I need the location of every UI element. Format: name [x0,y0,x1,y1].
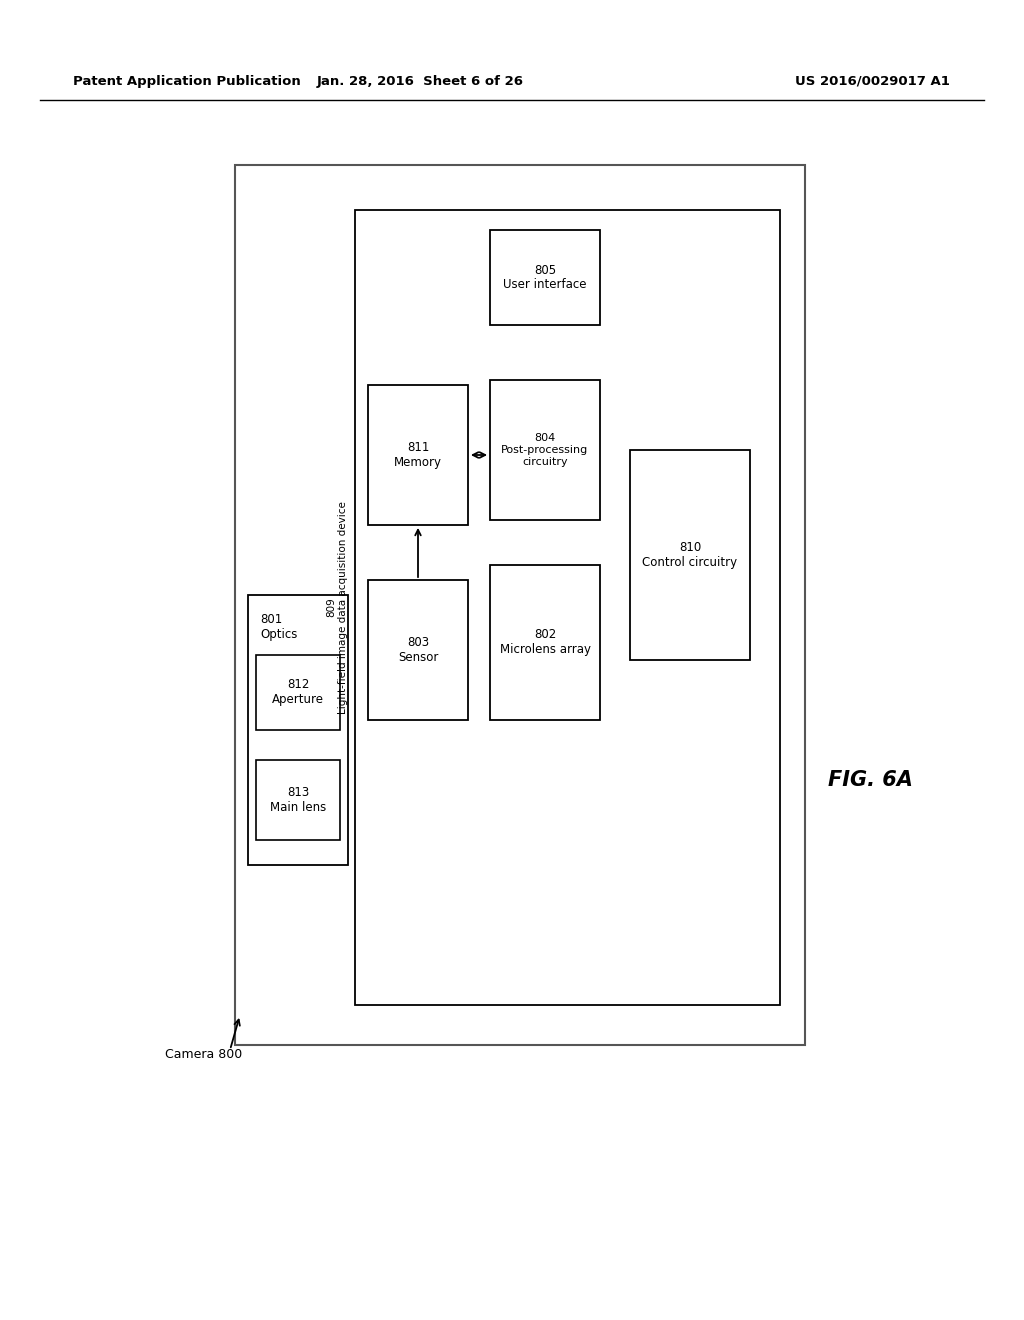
Bar [490,565,600,719]
Text: US 2016/0029017 A1: US 2016/0029017 A1 [795,75,950,88]
Text: 812
Aperture: 812 Aperture [272,678,324,706]
Bar [490,380,600,520]
Bar [368,579,468,719]
Text: 804
Post-processing
circuitry: 804 Post-processing circuitry [502,433,589,466]
Text: 811
Memory: 811 Memory [394,441,442,469]
Text: 803
Sensor: 803 Sensor [397,636,438,664]
Bar [256,655,340,730]
Bar [248,595,348,865]
Text: 801
Optics: 801 Optics [260,612,297,642]
Bar [256,760,340,840]
Text: Camera 800: Camera 800 [165,1048,243,1061]
Bar [355,210,780,1005]
Text: 802
Microlens array: 802 Microlens array [500,628,591,656]
Text: FIG. 6A: FIG. 6A [827,770,912,789]
Bar [630,450,750,660]
Text: Jan. 28, 2016  Sheet 6 of 26: Jan. 28, 2016 Sheet 6 of 26 [316,75,523,88]
Text: 805
User interface: 805 User interface [503,264,587,292]
Text: 809
Light-field image data acquisition device: 809 Light-field image data acquisition d… [327,502,348,714]
Text: Patent Application Publication: Patent Application Publication [73,75,301,88]
Text: 813
Main lens: 813 Main lens [270,785,326,814]
Bar [490,230,600,325]
Text: 810
Control circuitry: 810 Control circuitry [642,541,737,569]
Bar [234,165,805,1045]
Bar [368,385,468,525]
